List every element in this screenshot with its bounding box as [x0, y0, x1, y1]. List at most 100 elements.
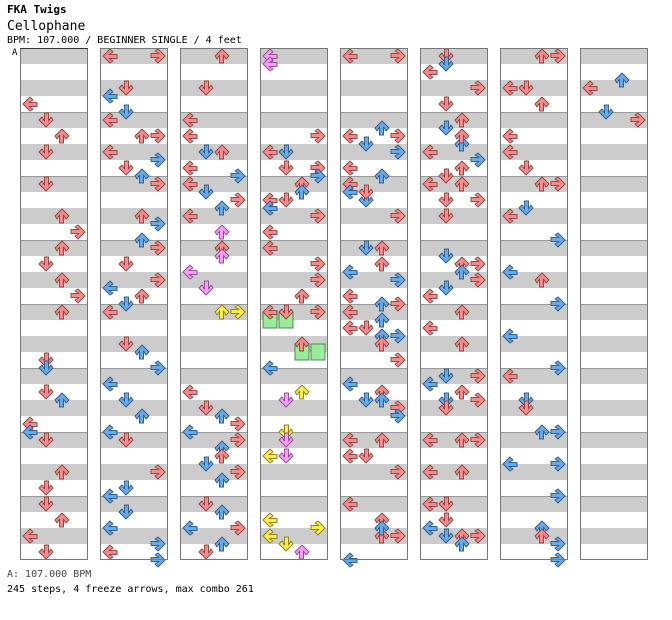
- arrow-shape: [262, 512, 278, 528]
- up-arrow-icon: [374, 312, 390, 328]
- arrow-shape: [374, 336, 390, 352]
- down-arrow-icon: [38, 144, 54, 160]
- arrow-shape: [502, 328, 518, 344]
- beat-band: [260, 48, 328, 64]
- arrow-shape: [70, 224, 86, 240]
- arrow-shape: [390, 528, 406, 544]
- beat-band: [20, 496, 88, 512]
- arrow-shape: [134, 232, 150, 248]
- down-arrow-icon: [198, 80, 214, 96]
- arrow-shape: [598, 104, 614, 120]
- arrow-shape: [502, 264, 518, 280]
- right-arrow-icon: [390, 296, 406, 312]
- arrow-shape: [502, 80, 518, 96]
- arrow-shape: [102, 48, 118, 64]
- down-arrow-icon: [438, 168, 454, 184]
- beat-band: [340, 432, 408, 448]
- down-arrow-icon: [198, 496, 214, 512]
- beat-band: [500, 304, 568, 320]
- arrow-shape: [118, 432, 134, 448]
- arrow-shape: [438, 248, 454, 264]
- arrow-shape: [294, 544, 310, 560]
- up-arrow-icon: [534, 528, 550, 544]
- artist-name: FKA Twigs: [7, 3, 67, 16]
- beat-band: [420, 304, 488, 320]
- arrow-shape: [422, 496, 438, 512]
- left-arrow-icon: [342, 184, 358, 200]
- arrow-shape: [470, 528, 486, 544]
- arrow-shape: [214, 472, 230, 488]
- up-arrow-icon: [534, 176, 550, 192]
- left-arrow-icon: [182, 112, 198, 128]
- arrow-shape: [534, 176, 550, 192]
- up-arrow-icon: [54, 272, 70, 288]
- left-arrow-icon: [422, 176, 438, 192]
- right-arrow-icon: [550, 456, 566, 472]
- beat-band: [100, 144, 168, 160]
- arrow-shape: [342, 320, 358, 336]
- beat-band: [500, 240, 568, 256]
- right-arrow-icon: [390, 48, 406, 64]
- right-arrow-icon: [390, 144, 406, 160]
- left-arrow-icon: [422, 320, 438, 336]
- beat-band: [580, 208, 648, 224]
- left-arrow-icon: [502, 144, 518, 160]
- bpm-change-list: A: 107.000 BPM: [7, 569, 92, 580]
- arrow-shape: [102, 376, 118, 392]
- beat-band: [500, 112, 568, 128]
- down-arrow-icon: [438, 208, 454, 224]
- arrow-shape: [150, 536, 166, 552]
- arrow-shape: [374, 432, 390, 448]
- beat-band: [260, 240, 328, 256]
- beat-band: [580, 528, 648, 544]
- arrow-shape: [230, 520, 246, 536]
- chart-column: [340, 48, 408, 560]
- right-arrow-icon: [70, 288, 86, 304]
- arrow-shape: [198, 544, 214, 560]
- arrow-shape: [422, 64, 438, 80]
- arrow-shape: [390, 208, 406, 224]
- arrow-shape: [374, 120, 390, 136]
- arrow-shape: [230, 464, 246, 480]
- up-arrow-icon: [134, 208, 150, 224]
- arrow-shape: [454, 136, 470, 152]
- down-arrow-icon: [518, 160, 534, 176]
- left-arrow-icon: [342, 160, 358, 176]
- arrow-shape: [374, 256, 390, 272]
- left-arrow-icon: [262, 448, 278, 464]
- down-arrow-icon: [118, 336, 134, 352]
- down-arrow-icon: [118, 504, 134, 520]
- arrow-shape: [310, 208, 326, 224]
- chart-info: BPM: 107.000 / BEGINNER SINGLE / 4 feet: [7, 35, 242, 46]
- right-arrow-icon: [150, 272, 166, 288]
- beat-band: [180, 144, 248, 160]
- arrow-shape: [390, 408, 406, 424]
- beat-band: [100, 304, 168, 320]
- chart-column: [100, 48, 168, 560]
- arrow-shape: [102, 488, 118, 504]
- left-arrow-icon: [182, 208, 198, 224]
- beat-band: [420, 48, 488, 64]
- arrow-shape: [262, 304, 278, 320]
- beat-band: [340, 368, 408, 384]
- beat-band: [20, 80, 88, 96]
- arrow-shape: [454, 264, 470, 280]
- arrow-shape: [422, 144, 438, 160]
- arrow-shape: [374, 296, 390, 312]
- up-arrow-icon: [214, 472, 230, 488]
- down-arrow-icon: [118, 432, 134, 448]
- right-arrow-icon: [390, 352, 406, 368]
- left-arrow-icon: [502, 328, 518, 344]
- right-arrow-icon: [630, 112, 646, 128]
- down-arrow-icon: [118, 480, 134, 496]
- beat-band: [180, 496, 248, 512]
- right-arrow-icon: [150, 216, 166, 232]
- arrow-shape: [150, 48, 166, 64]
- arrow-shape: [374, 528, 390, 544]
- right-arrow-icon: [470, 528, 486, 544]
- down-arrow-icon: [438, 392, 454, 408]
- up-arrow-icon: [54, 208, 70, 224]
- arrow-shape: [310, 304, 326, 320]
- arrow-shape: [470, 392, 486, 408]
